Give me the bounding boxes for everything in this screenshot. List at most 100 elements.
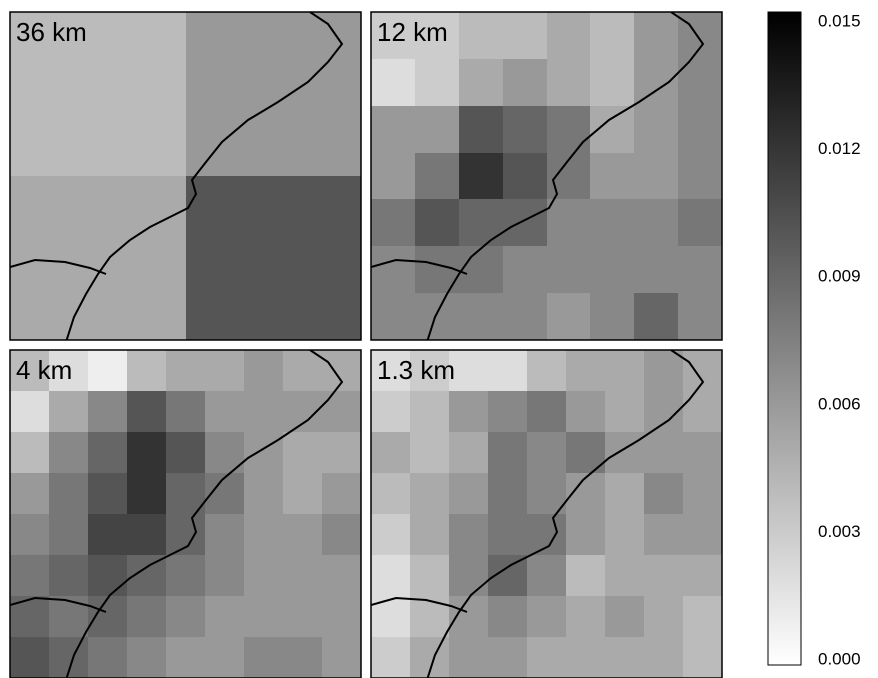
map-cell	[503, 293, 547, 340]
map-cell	[127, 391, 166, 432]
map-cell	[449, 432, 488, 473]
map-cell	[88, 637, 127, 678]
map-cell	[566, 637, 605, 678]
map-cell	[10, 514, 49, 555]
map-cell	[644, 350, 683, 391]
map-cell	[283, 555, 322, 596]
map-cell	[244, 514, 283, 555]
map-cell	[634, 12, 678, 59]
map-cell	[605, 473, 644, 514]
map-cell	[322, 637, 361, 678]
map-cell	[49, 432, 88, 473]
map-cell	[488, 473, 527, 514]
map-cell	[590, 153, 634, 199]
map-cell	[527, 596, 566, 637]
map-cell	[547, 106, 590, 153]
map-cell	[10, 555, 49, 596]
map-cell	[186, 176, 361, 340]
map-cell	[322, 596, 361, 637]
map-cell	[244, 473, 283, 514]
map-cell	[127, 473, 166, 514]
map-cell	[127, 350, 166, 391]
map-cell	[683, 637, 722, 678]
map-cell	[186, 12, 361, 176]
map-cell	[410, 514, 449, 555]
map-cell	[459, 153, 503, 199]
map-cell	[634, 293, 678, 340]
map-cell	[127, 596, 166, 637]
map-cell	[410, 391, 449, 432]
map-cell	[683, 514, 722, 555]
map-cell	[415, 59, 459, 106]
map-cell	[678, 12, 722, 59]
map-cell	[527, 432, 566, 473]
map-cell	[566, 555, 605, 596]
map-cell	[566, 596, 605, 637]
map-cell	[371, 391, 410, 432]
map-cell	[605, 350, 644, 391]
panel-label: 1.3 km	[377, 355, 455, 385]
map-cell	[527, 555, 566, 596]
map-cell	[590, 12, 634, 59]
map-cells	[10, 350, 361, 678]
map-cell	[10, 391, 49, 432]
map-cell	[322, 391, 361, 432]
map-cells	[371, 12, 722, 342]
map-panel: 1.3 km	[371, 350, 722, 678]
map-cell	[166, 514, 205, 555]
map-cell	[244, 637, 283, 678]
map-cell	[488, 350, 527, 391]
map-cell	[590, 59, 634, 106]
map-cell	[166, 637, 205, 678]
map-cell	[49, 391, 88, 432]
map-cell	[605, 432, 644, 473]
colorbar	[768, 12, 801, 665]
map-cell	[459, 59, 503, 106]
colorbar-tick-label: 0.006	[818, 394, 861, 413]
map-cell	[488, 596, 527, 637]
map-cell	[283, 350, 322, 391]
map-cell	[449, 637, 488, 678]
map-cell	[127, 637, 166, 678]
map-cell	[322, 514, 361, 555]
map-cell	[527, 637, 566, 678]
map-cell	[634, 199, 678, 246]
map-cell	[88, 473, 127, 514]
map-cell	[547, 199, 590, 246]
map-cell	[527, 514, 566, 555]
map-panel: 36 km	[10, 12, 361, 342]
map-cell	[283, 596, 322, 637]
map-cell	[678, 106, 722, 153]
map-cell	[459, 293, 503, 340]
map-cell	[644, 432, 683, 473]
colorbar-tick-label: 0.015	[818, 11, 861, 30]
map-cell	[590, 293, 634, 340]
map-cell	[127, 432, 166, 473]
map-cell	[205, 555, 244, 596]
map-cell	[547, 59, 590, 106]
map-cell	[127, 514, 166, 555]
map-cell	[371, 199, 415, 246]
map-cell	[449, 514, 488, 555]
map-cell	[449, 596, 488, 637]
map-cell	[678, 199, 722, 246]
map-cell	[605, 596, 644, 637]
map-cell	[605, 514, 644, 555]
map-cell	[683, 391, 722, 432]
map-cell	[371, 637, 410, 678]
map-cell	[683, 473, 722, 514]
map-cell	[590, 199, 634, 246]
panel-label: 36 km	[16, 17, 87, 47]
map-cell	[605, 391, 644, 432]
map-panel: 4 km	[10, 350, 361, 678]
map-cell	[322, 350, 361, 391]
map-cell	[678, 293, 722, 340]
map-cell	[503, 106, 547, 153]
map-cell	[449, 555, 488, 596]
map-cell	[371, 596, 410, 637]
map-cell	[488, 432, 527, 473]
colorbar-tick-label: 0.009	[818, 267, 861, 286]
map-cell	[371, 514, 410, 555]
map-cell	[49, 473, 88, 514]
map-cell	[322, 555, 361, 596]
